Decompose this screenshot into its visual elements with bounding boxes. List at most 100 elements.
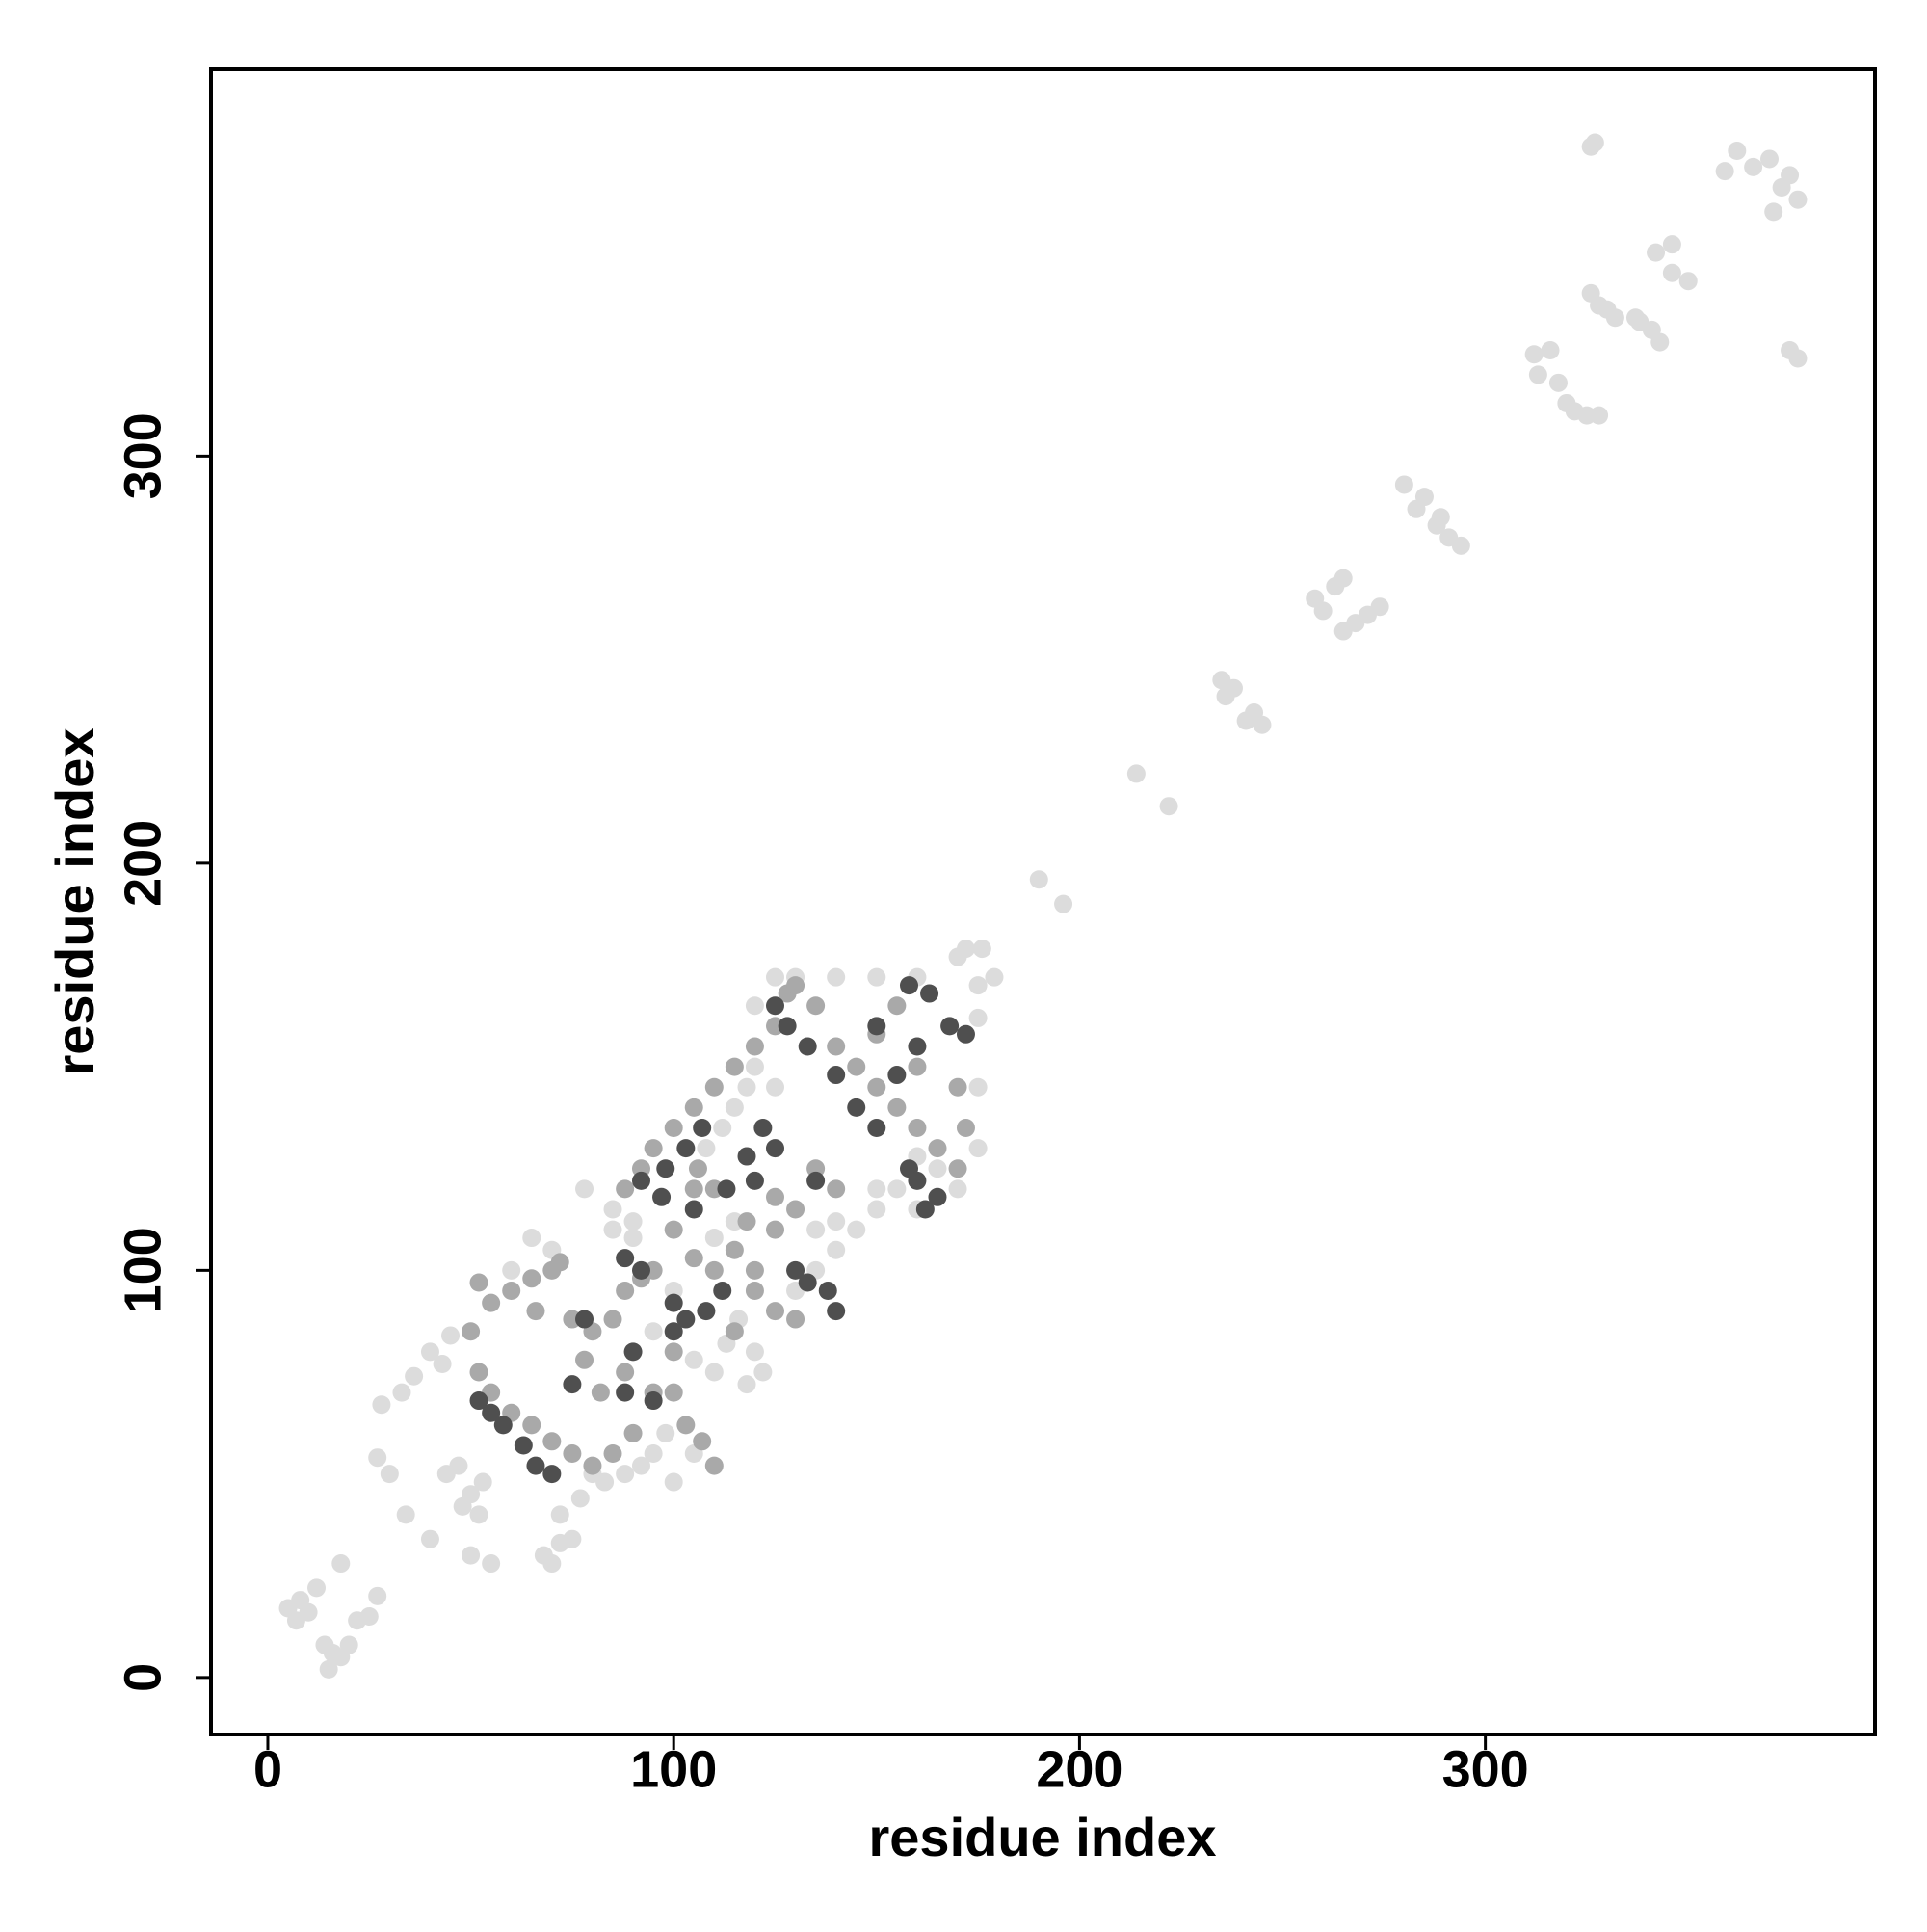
scatter-point bbox=[1528, 365, 1547, 384]
scatter-point bbox=[522, 1416, 541, 1435]
scatter-point bbox=[664, 1383, 683, 1402]
scatter-point bbox=[806, 1171, 826, 1190]
scatter-point bbox=[1524, 345, 1544, 364]
scatter-point bbox=[631, 1171, 650, 1190]
scatter-point bbox=[798, 1273, 817, 1292]
scatter-point bbox=[737, 1375, 756, 1394]
scatter-point bbox=[847, 1098, 866, 1117]
scatter-point bbox=[928, 1139, 947, 1158]
scatter-point bbox=[449, 1456, 468, 1475]
scatter-point bbox=[1744, 157, 1763, 176]
y-tick-label: 100 bbox=[114, 1227, 172, 1313]
scatter-point bbox=[847, 1220, 866, 1239]
scatter-point bbox=[542, 1432, 562, 1451]
scatter-point bbox=[887, 1179, 907, 1199]
scatter-point bbox=[847, 1057, 866, 1076]
scatter-point bbox=[542, 1554, 562, 1574]
scatter-point bbox=[1625, 308, 1645, 328]
scatter-point bbox=[827, 967, 846, 987]
scatter-point bbox=[1662, 263, 1681, 282]
scatter-point bbox=[482, 1554, 501, 1574]
scatter-point bbox=[676, 1416, 696, 1435]
scatter-point bbox=[697, 1302, 716, 1321]
scatter-point bbox=[591, 1383, 610, 1402]
x-tick-label: 200 bbox=[1036, 1740, 1122, 1798]
scatter-point bbox=[684, 1098, 703, 1117]
scatter-point bbox=[631, 1456, 650, 1475]
scatter-point bbox=[704, 1229, 724, 1248]
scatter-point bbox=[786, 1310, 805, 1329]
scatter-point bbox=[956, 1024, 975, 1044]
scatter-point bbox=[908, 1171, 927, 1190]
scatter-point bbox=[753, 1363, 773, 1382]
scatter-point bbox=[1590, 406, 1609, 425]
scatter-point bbox=[469, 1363, 488, 1382]
scatter-point bbox=[887, 996, 907, 1016]
scatter-point bbox=[482, 1293, 501, 1312]
scatter-point bbox=[575, 1310, 594, 1329]
scatter-point bbox=[818, 1281, 837, 1300]
x-tick-label: 100 bbox=[630, 1740, 717, 1798]
scatter-point bbox=[940, 1017, 960, 1036]
x-axis-title: residue index bbox=[868, 1807, 1216, 1867]
scatter-point bbox=[603, 1200, 622, 1219]
scatter-point bbox=[522, 1229, 541, 1248]
scatter-point bbox=[396, 1505, 415, 1524]
scatter-point bbox=[1054, 894, 1073, 913]
scatter-point bbox=[514, 1436, 533, 1455]
scatter-point bbox=[1407, 499, 1426, 518]
scatter-point bbox=[745, 1260, 764, 1280]
scatter-point bbox=[745, 1171, 764, 1190]
scatter-point bbox=[603, 1443, 622, 1463]
scatter-point bbox=[469, 1391, 488, 1411]
scatter-point bbox=[1581, 137, 1600, 156]
scatter-point bbox=[765, 967, 784, 987]
y-tick-label: 300 bbox=[114, 412, 172, 499]
scatter-point bbox=[664, 1220, 683, 1239]
scatter-point bbox=[595, 1472, 615, 1492]
scatter-point bbox=[420, 1529, 439, 1548]
scatter-point bbox=[575, 1179, 594, 1199]
scatter-point bbox=[1678, 272, 1698, 291]
scatter-point bbox=[697, 1139, 716, 1158]
scatter-point bbox=[867, 1179, 886, 1199]
scatter-point bbox=[985, 967, 1004, 987]
scatter-point bbox=[928, 1159, 947, 1178]
scatter-point bbox=[693, 1118, 712, 1137]
scatter-point bbox=[753, 1118, 773, 1137]
scatter-point bbox=[684, 1249, 703, 1268]
scatter-point bbox=[745, 1281, 764, 1300]
scatter-point bbox=[359, 1606, 379, 1626]
scatter-point bbox=[1126, 764, 1146, 783]
scatter-point bbox=[725, 1322, 744, 1341]
scatter-point bbox=[786, 1260, 805, 1280]
scatter-point bbox=[473, 1472, 492, 1492]
scatter-point bbox=[623, 1229, 643, 1248]
scatter-point bbox=[827, 1066, 846, 1085]
scatter-point bbox=[725, 1240, 744, 1259]
scatter-point bbox=[664, 1342, 683, 1362]
y-axis-title: residue index bbox=[44, 728, 105, 1075]
scatter-point bbox=[867, 1200, 886, 1219]
scatter-point bbox=[948, 1159, 967, 1178]
scatter-point bbox=[603, 1310, 622, 1329]
scatter-point bbox=[737, 1212, 756, 1231]
scatter-point bbox=[1029, 870, 1048, 889]
scatter-point bbox=[908, 1118, 927, 1137]
scatter-point bbox=[1253, 715, 1272, 734]
scatter-point bbox=[469, 1273, 488, 1292]
scatter-point bbox=[908, 1057, 927, 1076]
scatter-point bbox=[704, 1363, 724, 1382]
scatter-point bbox=[331, 1554, 351, 1574]
scatter-point bbox=[798, 1037, 817, 1056]
scatter-point bbox=[441, 1326, 461, 1345]
scatter-point bbox=[368, 1448, 387, 1468]
scatter-point bbox=[1159, 797, 1178, 816]
scatter-point bbox=[1431, 508, 1450, 527]
scatter-point bbox=[570, 1489, 590, 1508]
scatter-point bbox=[765, 1139, 784, 1158]
scatter-point bbox=[299, 1602, 318, 1622]
scatter-point bbox=[1370, 597, 1389, 617]
